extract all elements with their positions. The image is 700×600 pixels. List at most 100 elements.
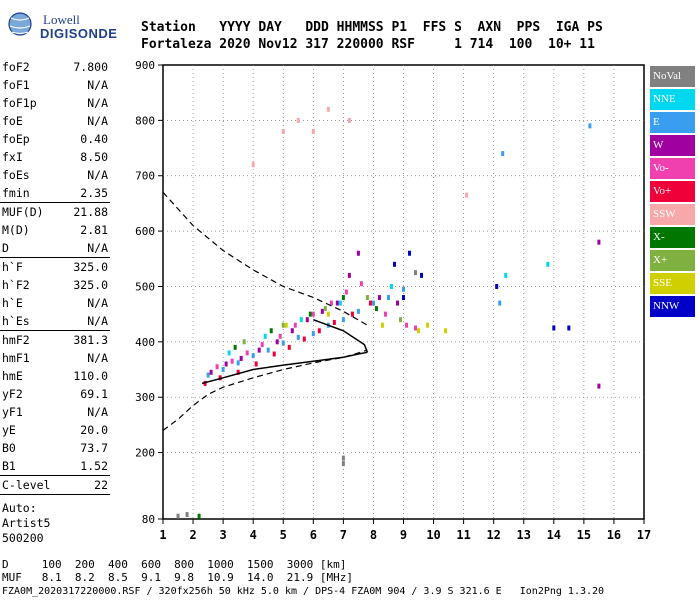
- data-point: [398, 317, 402, 323]
- extrapolation-upper-dashed: [162, 191, 368, 326]
- param-value: 1.52: [80, 459, 108, 473]
- data-point: [311, 311, 315, 317]
- param-row: fxI 8.50: [0, 148, 110, 166]
- data-point: [197, 513, 201, 519]
- param-name: yF1: [2, 405, 23, 419]
- param-value: 381.3: [73, 333, 108, 347]
- x-tick-label: 16: [607, 528, 621, 542]
- param-name: M(D): [2, 223, 30, 237]
- data-point: [239, 355, 243, 361]
- legend-item-w: W: [650, 135, 695, 156]
- legend-item-sse: SSE: [650, 273, 695, 294]
- legend-item-nne: NNE: [650, 89, 695, 110]
- param-name: hmE: [2, 369, 23, 383]
- data-point: [347, 272, 351, 278]
- param-value: 22: [94, 478, 108, 492]
- data-point: [344, 289, 348, 295]
- x-tick-label: 6: [310, 528, 317, 542]
- data-point: [546, 261, 550, 267]
- data-point: [359, 281, 363, 287]
- param-name: foF1: [2, 78, 30, 92]
- data-point: [236, 360, 240, 366]
- data-point: [218, 375, 222, 381]
- param-row: hmF2 381.3: [0, 330, 110, 349]
- distance-row: D 100 200 400 600 800 1000 1500 3000 [km…: [2, 558, 347, 571]
- y-tick-label: 500: [135, 280, 155, 293]
- param-value: 110.0: [73, 369, 108, 383]
- data-point: [395, 300, 399, 306]
- y-tick-label: 700: [135, 170, 155, 183]
- param-name: yF2: [2, 387, 23, 401]
- data-point: [320, 308, 324, 314]
- param-row: MUF(D) 21.88: [0, 202, 110, 221]
- data-point: [242, 339, 246, 345]
- data-point: [414, 325, 418, 331]
- data-point: [420, 272, 424, 278]
- data-point: [290, 328, 294, 334]
- data-point: [230, 358, 234, 364]
- data-point: [329, 300, 333, 306]
- param-row: h`Es N/A: [0, 312, 110, 330]
- data-point: [185, 512, 189, 518]
- data-point: [215, 364, 219, 370]
- data-point: [392, 261, 396, 267]
- y-tick-label: 80: [142, 513, 155, 526]
- param-row: yF2 69.1: [0, 385, 110, 403]
- data-point: [356, 250, 360, 256]
- param-name: foEs: [2, 168, 30, 182]
- x-tick-label: 17: [637, 528, 651, 542]
- data-point: [347, 117, 351, 123]
- param-name: fxI: [2, 150, 23, 164]
- param-name: h`F2: [2, 278, 30, 292]
- data-point: [299, 317, 303, 323]
- data-point: [272, 351, 276, 357]
- data-point: [236, 369, 240, 375]
- param-name: foEp: [2, 132, 30, 146]
- param-row: h`E N/A: [0, 294, 110, 312]
- data-point: [444, 328, 448, 334]
- data-point: [293, 322, 297, 328]
- data-point: [389, 283, 393, 289]
- x-tick-label: 7: [340, 528, 347, 542]
- param-value: 7.800: [73, 60, 108, 74]
- x-tick-label: 3: [220, 528, 227, 542]
- legend-item-e: E: [650, 112, 695, 133]
- param-name: D: [2, 241, 9, 255]
- param-row: hmF1 N/A: [0, 349, 110, 367]
- data-point: [251, 162, 255, 168]
- data-point: [465, 192, 469, 198]
- param-name: hmF1: [2, 351, 30, 365]
- data-point: [597, 239, 601, 245]
- data-point: [426, 322, 430, 328]
- param-row: fmin 2.35: [0, 184, 110, 202]
- param-row: foEs N/A: [0, 166, 110, 184]
- autoscaling-version: 500200: [2, 531, 44, 545]
- data-point: [495, 283, 499, 289]
- parameter-panel: foF2 7.800 foF1 N/A foF1p N/A foE N/A foEp 0.…: [0, 58, 110, 546]
- data-point: [402, 295, 405, 301]
- model-trace-lower-dashed: [162, 349, 368, 431]
- data-point: [326, 106, 330, 112]
- param-name: B1: [2, 459, 16, 473]
- logo-text-lowell: Lowell: [43, 12, 80, 27]
- legend-item-noval: NoVal: [650, 66, 695, 87]
- x-tick-label: 1: [159, 528, 166, 542]
- data-point: [588, 123, 592, 129]
- param-row: C-level 22: [0, 475, 110, 494]
- y-tick-label: 300: [135, 391, 155, 404]
- data-point: [371, 300, 375, 306]
- data-point: [504, 272, 508, 278]
- x-tick-label: 14: [547, 528, 561, 542]
- param-row: foF1p N/A: [0, 94, 110, 112]
- param-name: yE: [2, 423, 16, 437]
- data-point: [350, 311, 354, 317]
- data-point: [311, 331, 315, 337]
- param-value: 69.1: [80, 387, 108, 401]
- param-name: B0: [2, 441, 16, 455]
- data-point: [251, 353, 255, 359]
- param-value: N/A: [87, 351, 108, 365]
- param-value: 73.7: [80, 441, 108, 455]
- param-value: N/A: [87, 168, 108, 182]
- data-point: [296, 334, 300, 340]
- data-point: [296, 117, 300, 123]
